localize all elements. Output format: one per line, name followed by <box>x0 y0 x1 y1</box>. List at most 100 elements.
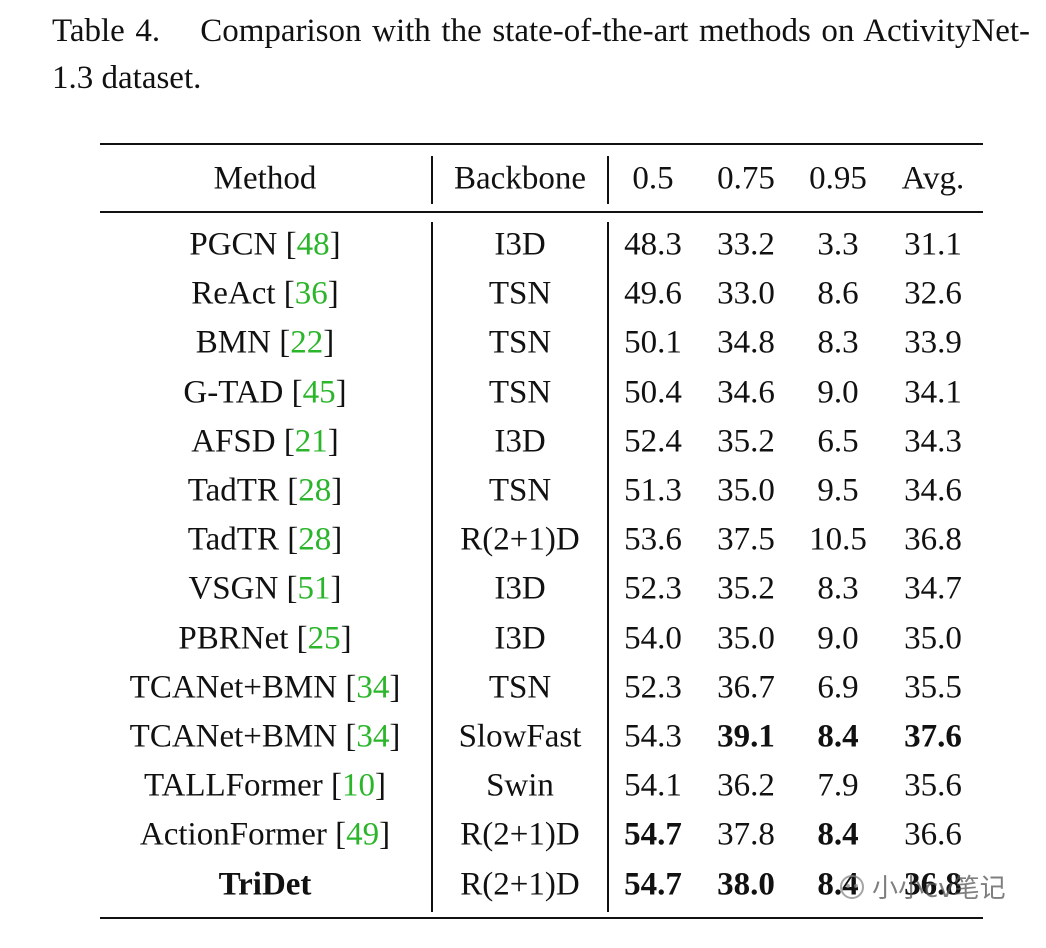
citation[interactable]: 28 <box>298 521 332 558</box>
table-cell: 33.2 <box>717 226 775 263</box>
method-cell: BMN [22] <box>195 324 335 361</box>
method-cell: TCANet+BMN [34] <box>129 669 401 706</box>
table-cell: 36.2 <box>717 767 775 804</box>
top-rule <box>100 143 983 145</box>
header-cell: 0.5 <box>632 160 674 197</box>
table-cell: 34.3 <box>904 423 962 460</box>
method-cell: TadTR [28] <box>187 472 343 509</box>
table-cell: 36.6 <box>904 816 962 853</box>
table-cell: 39.1 <box>717 718 775 755</box>
table-cell: Swin <box>486 767 554 804</box>
column-divider <box>431 156 433 204</box>
citation[interactable]: 10 <box>342 767 376 804</box>
table-cell: 37.8 <box>717 816 775 853</box>
citation[interactable]: 21 <box>294 423 328 460</box>
caption: Table 4. Comparison with the state-of-the… <box>52 8 1030 102</box>
table-cell: 35.2 <box>717 570 775 607</box>
header-cell: 0.95 <box>809 160 867 197</box>
header-rule <box>100 211 983 213</box>
table-cell: 9.0 <box>817 374 859 411</box>
citation[interactable]: 25 <box>307 620 341 657</box>
method-cell: PGCN [48] <box>189 226 341 263</box>
citation[interactable]: 45 <box>302 374 336 411</box>
citation[interactable]: 34 <box>356 669 390 706</box>
table-cell: 51.3 <box>624 472 682 509</box>
table-cell: 49.6 <box>624 275 682 312</box>
table-cell: 53.6 <box>624 521 682 558</box>
table-cell: 33.0 <box>717 275 775 312</box>
header-cell: 0.75 <box>717 160 775 197</box>
watermark-text: 小小cv笔记 <box>872 874 1006 904</box>
method-cell: PBRNet [25] <box>178 620 352 657</box>
table-cell: I3D <box>494 570 546 607</box>
table-cell: 36.8 <box>904 866 962 903</box>
method-cell: TriDet <box>218 866 312 903</box>
table-cell: TSN <box>488 275 552 312</box>
caption-label: Table 4. <box>52 13 161 49</box>
header-cell: Method <box>213 160 317 197</box>
table-cell: 9.0 <box>817 620 859 657</box>
table-cell: 8.3 <box>817 324 859 361</box>
table-cell: 10.5 <box>809 521 867 558</box>
method-cell: TadTR [28] <box>187 521 343 558</box>
citation[interactable]: 28 <box>298 472 332 509</box>
table-cell: I3D <box>494 620 546 657</box>
table-cell: 32.6 <box>904 275 962 312</box>
table-cell: 37.6 <box>904 718 962 755</box>
table-cell: 9.5 <box>817 472 859 509</box>
table-cell: 7.9 <box>817 767 859 804</box>
table-cell: SlowFast <box>458 718 582 755</box>
column-divider <box>431 222 433 912</box>
caption-text: Comparison with the state-of-the-art met… <box>52 13 1030 96</box>
table-cell: 33.9 <box>904 324 962 361</box>
table-cell: 36.8 <box>904 521 962 558</box>
table-cell: TSN <box>488 472 552 509</box>
table-cell: 50.4 <box>624 374 682 411</box>
table-cell: 8.4 <box>817 816 859 853</box>
table-cell: 31.1 <box>904 226 962 263</box>
table-cell: R(2+1)D <box>460 816 580 853</box>
table-cell: 35.6 <box>904 767 962 804</box>
table-cell: 52.3 <box>624 669 682 706</box>
table-cell: I3D <box>494 423 546 460</box>
table-cell: 6.9 <box>817 669 859 706</box>
table-cell: 3.3 <box>817 226 859 263</box>
citation[interactable]: 49 <box>346 816 380 853</box>
table-cell: 8.4 <box>817 718 859 755</box>
table-cell: 34.7 <box>904 570 962 607</box>
citation[interactable]: 22 <box>290 324 324 361</box>
column-divider <box>607 222 609 912</box>
table-cell: 48.3 <box>624 226 682 263</box>
table-cell: 8.4 <box>817 866 859 903</box>
table-cell: 34.8 <box>717 324 775 361</box>
citation[interactable]: 48 <box>296 226 330 263</box>
table-cell: 35.0 <box>717 620 775 657</box>
citation[interactable]: 51 <box>297 570 331 607</box>
table-cell: 54.7 <box>624 816 682 853</box>
method-cell: VSGN [51] <box>188 570 342 607</box>
table-cell: 8.3 <box>817 570 859 607</box>
method-cell: AFSD [21] <box>191 423 339 460</box>
table-cell: 50.1 <box>624 324 682 361</box>
table-cell: 54.0 <box>624 620 682 657</box>
table-cell: 52.4 <box>624 423 682 460</box>
table-cell: 34.6 <box>717 374 775 411</box>
citation[interactable]: 36 <box>294 275 328 312</box>
table-cell: 35.2 <box>717 423 775 460</box>
table-cell: TSN <box>488 324 552 361</box>
method-cell: ActionFormer [49] <box>139 816 391 853</box>
watermark: 小小cv笔记 <box>838 868 1006 905</box>
method-cell: ReAct [36] <box>191 275 339 312</box>
column-divider <box>607 156 609 204</box>
table-cell: 38.0 <box>717 866 775 903</box>
citation[interactable]: 34 <box>356 718 390 755</box>
table-cell: 35.5 <box>904 669 962 706</box>
bottom-rule <box>100 917 983 919</box>
method-cell: G-TAD [45] <box>183 374 347 411</box>
table-cell: 6.5 <box>817 423 859 460</box>
table-cell: R(2+1)D <box>460 521 580 558</box>
method-cell: TCANet+BMN [34] <box>129 718 401 755</box>
table-cell: 54.7 <box>624 866 682 903</box>
header-cell: Backbone <box>454 160 586 197</box>
